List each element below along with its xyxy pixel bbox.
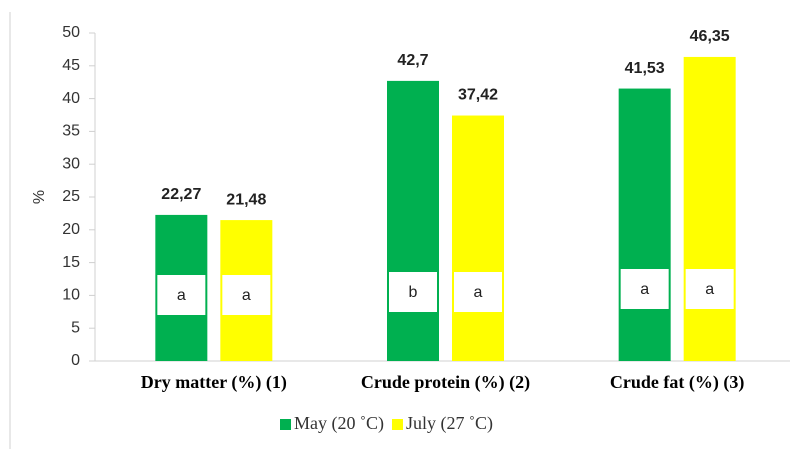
y-tick-label: 40 <box>62 90 80 107</box>
y-tick-label: 10 <box>62 287 80 304</box>
legend-swatch <box>280 419 291 430</box>
value-label: 46,35 <box>690 28 730 45</box>
significance-letter: a <box>705 281 714 298</box>
y-tick-label: 35 <box>62 123 80 140</box>
letter-box <box>389 272 437 312</box>
y-tick-label: 5 <box>71 319 80 336</box>
letter-box <box>222 275 271 315</box>
y-tick-label: 0 <box>71 352 80 369</box>
y-tick-label: 20 <box>62 221 80 238</box>
significance-letter: a <box>242 287 251 304</box>
value-label: 42,7 <box>397 52 428 69</box>
x-tick-label: Crude fat (%) (3) <box>610 372 744 393</box>
legend-swatch <box>391 419 403 430</box>
bar <box>683 56 736 361</box>
legend-label: May (20 ˚C) <box>294 413 384 434</box>
value-label: 37,42 <box>458 87 498 104</box>
y-tick-label: 45 <box>62 57 80 74</box>
legend-label: July (27 ˚C) <box>406 413 493 434</box>
x-tick-label: Dry matter (%) (1) <box>141 372 287 393</box>
letter-box <box>620 269 669 309</box>
x-tick-label: Crude protein (%) (2) <box>361 372 530 393</box>
significance-letter: a <box>177 287 186 304</box>
bar <box>618 88 671 361</box>
significance-letter: b <box>409 284 418 301</box>
letter-box <box>685 269 734 309</box>
letter-box <box>157 275 206 315</box>
value-label: 22,27 <box>161 186 201 203</box>
y-tick-label: 15 <box>62 254 80 271</box>
bar <box>387 80 439 361</box>
value-label: 21,48 <box>226 191 266 208</box>
significance-letter: a <box>640 281 649 298</box>
y-axis-label: % <box>31 190 48 204</box>
bar <box>452 115 504 361</box>
value-label: 41,53 <box>625 60 665 77</box>
letter-box <box>454 272 502 312</box>
significance-letter: a <box>474 284 483 301</box>
y-tick-label: 30 <box>62 155 80 172</box>
y-tick-label: 25 <box>62 188 80 205</box>
y-tick-label: 50 <box>62 24 80 41</box>
